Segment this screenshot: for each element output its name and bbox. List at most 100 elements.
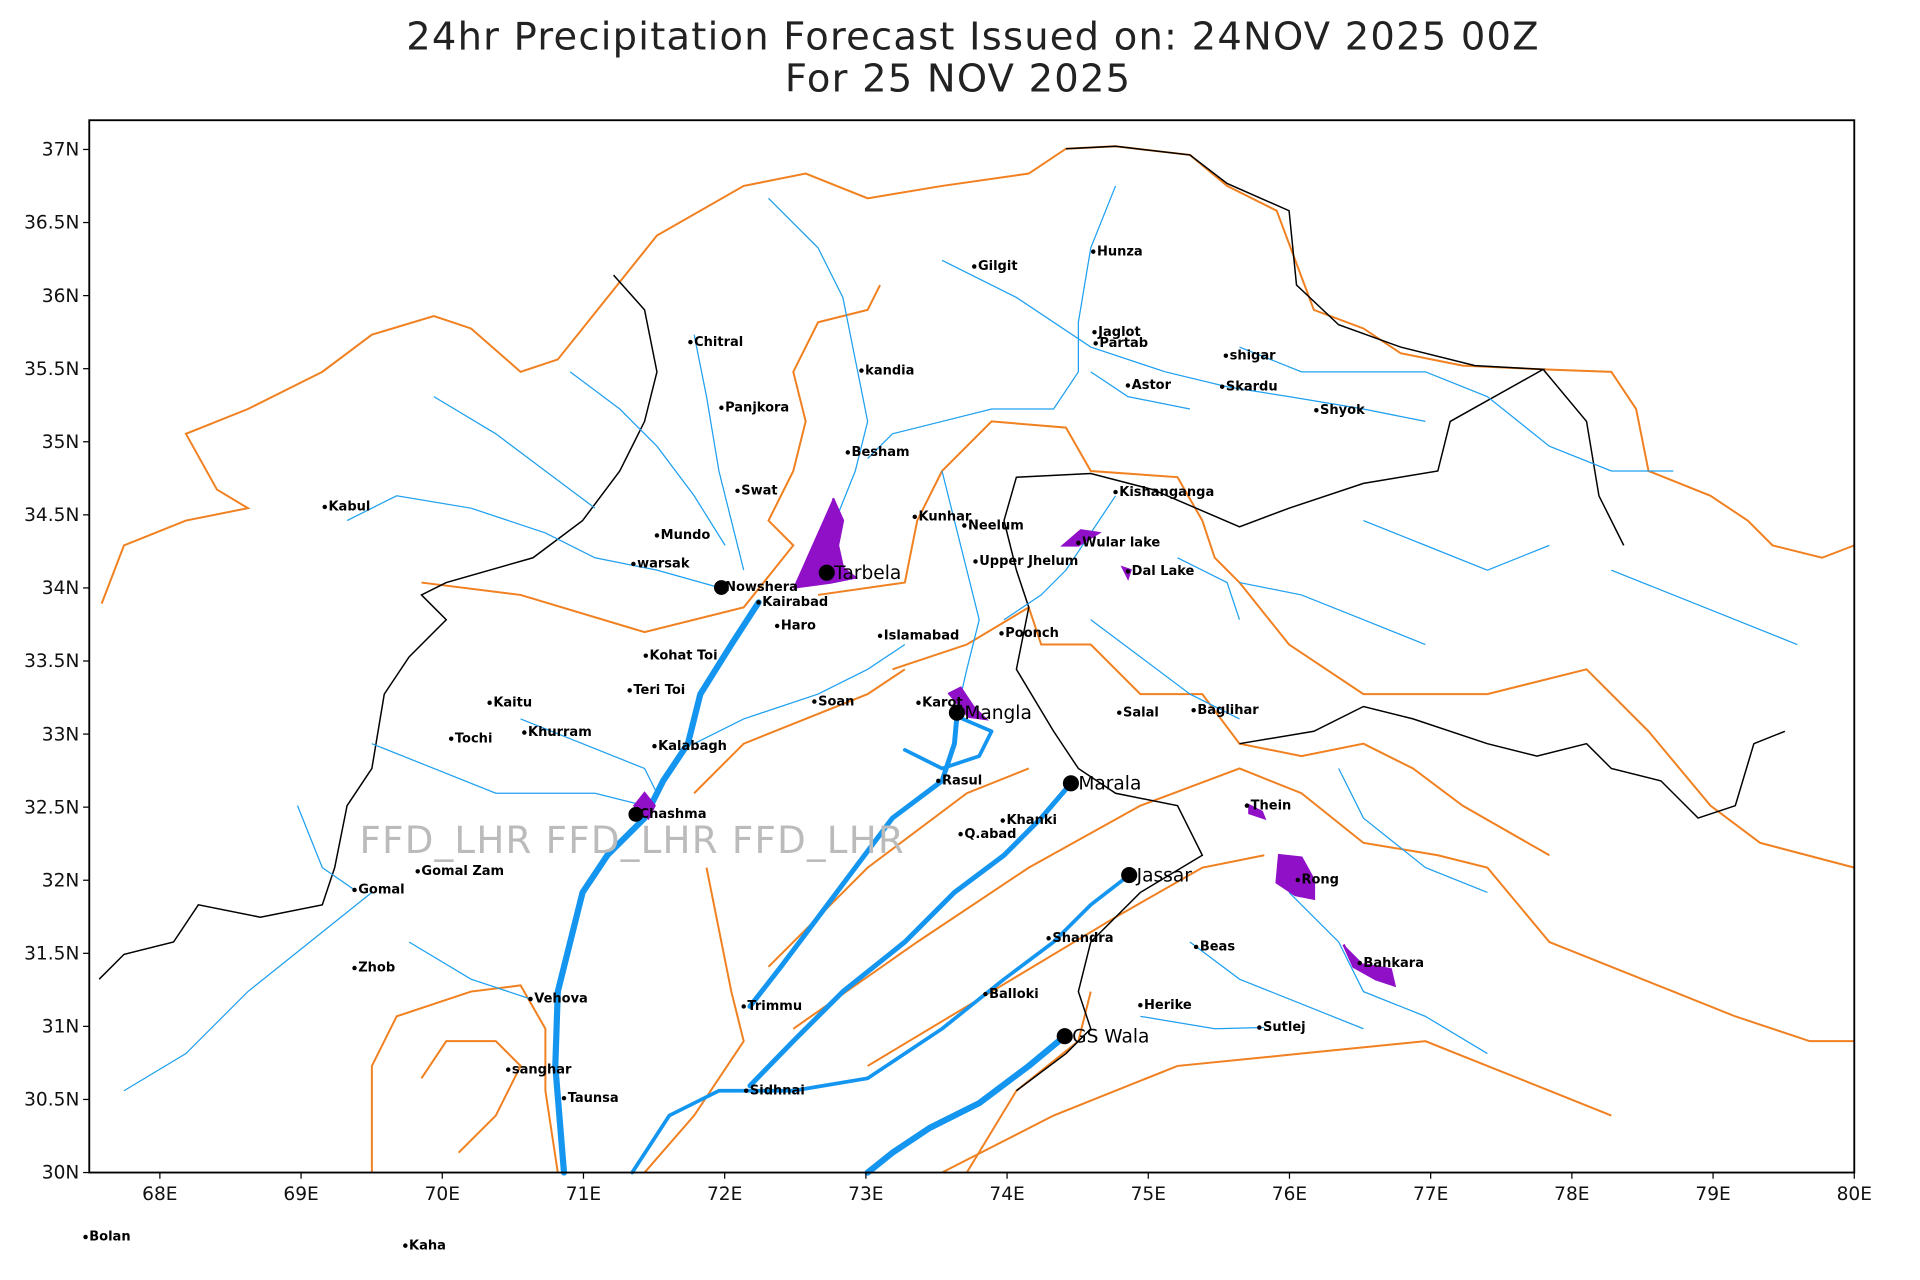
- place-dot: [522, 730, 527, 735]
- place-label: Rasul: [942, 774, 982, 789]
- place-label: Gilgit: [978, 259, 1018, 274]
- place-dot: [741, 1004, 746, 1009]
- place-dot: [756, 600, 761, 605]
- place-label: Tochi: [455, 731, 493, 746]
- place-label: Skardu: [1226, 379, 1278, 394]
- place-dot: [916, 700, 921, 706]
- place-dot: [1357, 960, 1362, 966]
- place-label: Wular lake: [1082, 536, 1160, 551]
- place-label: Taunsa: [568, 1091, 619, 1106]
- place-label: Dal Lake: [1132, 564, 1195, 579]
- place-dot: [1295, 877, 1300, 883]
- place-dot: [1193, 944, 1199, 950]
- place-dot: [845, 450, 851, 455]
- y-tick-label: 34.5N: [24, 505, 79, 526]
- x-tick-label: 69E: [283, 1184, 318, 1205]
- place-label: Khanki: [1006, 813, 1056, 828]
- y-tick-label: 32N: [42, 870, 80, 891]
- y-tick-label: 30.5N: [24, 1090, 79, 1111]
- place-label: Salal: [1123, 705, 1159, 720]
- place-label: Sutlej: [1263, 1020, 1306, 1035]
- barrage-label: Marala: [1078, 774, 1141, 795]
- place-dot: [643, 653, 649, 658]
- place-dot: [1223, 353, 1229, 358]
- place-label: Kaha: [409, 1238, 446, 1253]
- place-dot: [743, 1088, 749, 1093]
- barrage-dot: [818, 564, 835, 581]
- y-tick-label: 30N: [42, 1163, 80, 1184]
- place-label: Beas: [1200, 940, 1235, 955]
- y-tick-label: 31N: [42, 1017, 80, 1038]
- place-dot: [1257, 1025, 1262, 1030]
- place-dot: [1046, 936, 1051, 941]
- y-tick-label: 37N: [42, 140, 80, 161]
- place-dot: [1093, 341, 1098, 346]
- place-dot: [1113, 489, 1118, 495]
- place-label: Kishanganga: [1119, 485, 1214, 500]
- place-label: Poonch: [1005, 626, 1059, 641]
- place-dot: [774, 623, 780, 629]
- place-dot: [627, 688, 632, 693]
- x-tick-label: 78E: [1554, 1184, 1589, 1205]
- place-label: Kunhar: [918, 510, 971, 525]
- map-title: 24hr Precipitation Forecast Issued on: 2…: [406, 15, 1540, 60]
- barrage-dot: [1121, 867, 1138, 884]
- place-label: Herike: [1144, 998, 1192, 1013]
- y-tick-label: 36N: [42, 286, 80, 307]
- place-dot: [983, 991, 988, 997]
- x-tick-label: 68E: [142, 1184, 177, 1205]
- place-label: shigar: [1230, 348, 1277, 363]
- place-label: Kabul: [328, 500, 370, 515]
- place-label: Thein: [1251, 798, 1292, 813]
- place-label: kandia: [865, 363, 914, 378]
- place-dot: [1091, 249, 1096, 254]
- y-tick-label: 33N: [42, 724, 80, 745]
- place-dot: [973, 559, 978, 564]
- place-dot: [352, 965, 357, 971]
- place-label: Mundo: [661, 528, 711, 543]
- place-label: Shandra: [1052, 931, 1113, 946]
- place-label: Trimmu: [747, 999, 802, 1014]
- place-label: Gomal: [358, 883, 404, 898]
- place-label: Gomal Zam: [421, 864, 504, 879]
- map-subtitle: For 25 NOV 2025: [785, 57, 1131, 102]
- place-label: Besham: [852, 445, 910, 460]
- place-dot: [505, 1067, 511, 1072]
- place-dot: [1191, 707, 1196, 713]
- place-dot: [83, 1234, 88, 1240]
- main-rivers: [552, 599, 1132, 1176]
- place-label: Kalabagh: [658, 739, 727, 754]
- place-dot: [1125, 569, 1131, 574]
- place-label: Bolan: [89, 1230, 130, 1245]
- place-label: Khurram: [528, 725, 592, 740]
- place-label: Nowshera: [725, 580, 798, 595]
- place-label: Chashma: [640, 807, 707, 822]
- x-tick-label: 74E: [989, 1184, 1024, 1205]
- borders: [98, 145, 1786, 1092]
- place-dot: [962, 523, 967, 528]
- place-label: Sidhnai: [750, 1083, 805, 1098]
- place-label: Baglihar: [1197, 703, 1259, 718]
- x-tick-label: 75E: [1131, 1184, 1166, 1205]
- place-label: Astor: [1132, 378, 1172, 393]
- place-dot: [713, 580, 729, 595]
- place-label: Vehova: [534, 992, 588, 1007]
- place-dot: [972, 264, 977, 269]
- place-label: Chitral: [694, 335, 743, 350]
- place-dot: [1138, 1002, 1143, 1008]
- y-tick-label: 31.5N: [24, 944, 79, 965]
- place-label: Shyok: [1320, 403, 1365, 418]
- place-dot: [877, 633, 883, 639]
- place-dot: [1314, 408, 1319, 413]
- place-label: Islamabad: [884, 629, 960, 644]
- barrage-label: Jassar: [1136, 865, 1193, 886]
- place-dot: [812, 699, 817, 704]
- place-dot: [958, 831, 963, 837]
- place-dot: [528, 996, 533, 1002]
- x-tick-label: 72E: [707, 1184, 742, 1205]
- x-tick-label: 80E: [1837, 1184, 1872, 1205]
- x-tick-label: 76E: [1272, 1184, 1307, 1205]
- place-label: Panjkora: [725, 401, 789, 416]
- reservoirs: [632, 497, 1397, 988]
- y-tick-label: 33.5N: [24, 651, 79, 672]
